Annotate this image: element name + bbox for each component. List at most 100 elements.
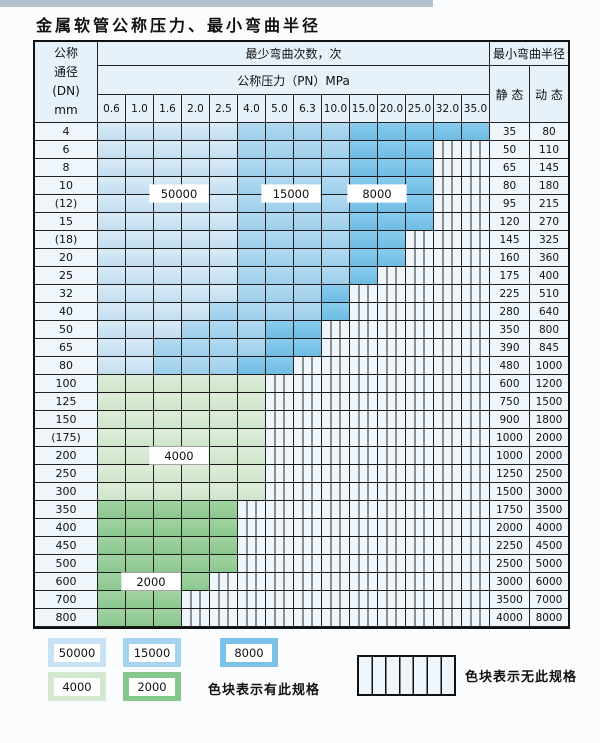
spec-cell-grade-8000 (350, 267, 378, 285)
spec-cell-grade-50000 (154, 321, 182, 339)
static-radius-value: 1000 (490, 447, 530, 465)
spec-cell-grade-15000 (238, 159, 266, 177)
pressure-column-25.0: 25.0 (406, 95, 434, 123)
legend-swatch-label: 4000 (54, 677, 100, 696)
spec-cell-grade-15000 (266, 267, 294, 285)
spec-cell-grade-15000 (182, 321, 210, 339)
spec-cell-grade-15000 (294, 231, 322, 249)
spec-cell-grade-50000 (210, 249, 238, 267)
spec-cell-grade-2000 (182, 519, 210, 537)
pressure-column-10.0: 10.0 (322, 95, 350, 123)
spec-cell-no-spec (350, 519, 378, 537)
spec-cell-grade-8000 (350, 123, 378, 141)
dn-label: 200 (35, 447, 98, 465)
dynamic-radius-value: 110 (530, 141, 568, 159)
dynamic-radius-value: 6000 (530, 573, 568, 591)
dn-label: 150 (35, 411, 98, 429)
spec-cell-grade-4000 (182, 375, 210, 393)
spec-cell-no-spec (434, 213, 462, 231)
spec-cell-no-spec (406, 303, 434, 321)
spec-cell-grade-15000 (238, 213, 266, 231)
spec-cell-no-spec (462, 501, 490, 519)
spec-cell-no-spec (462, 141, 490, 159)
spec-cell-no-spec (462, 285, 490, 303)
spec-cell-no-spec (350, 411, 378, 429)
spec-cell-grade-15000 (322, 213, 350, 231)
spec-cell-grade-8000 (378, 141, 406, 159)
spec-cell-grade-15000 (294, 303, 322, 321)
spec-cell-grade-50000 (98, 249, 126, 267)
spec-table: 公称 通径 (DN) mm 最少弯曲次数，次 最小弯曲半径 公称压力（PN）MPa 静… (33, 40, 570, 629)
spec-cell-grade-8000 (350, 159, 378, 177)
pressure-column-6.3: 6.3 (294, 95, 322, 123)
pressure-column-5.0: 5.0 (266, 95, 294, 123)
spec-cell-grade-15000 (266, 213, 294, 231)
spec-cell-grade-2000 (98, 555, 126, 573)
spec-cell-no-spec (378, 555, 406, 573)
spec-cell-no-spec (434, 573, 462, 591)
spec-cell-grade-4000 (210, 375, 238, 393)
spec-cell-no-spec (350, 393, 378, 411)
spec-cell-grade-50000 (210, 267, 238, 285)
static-header: 静 态 (490, 66, 530, 123)
spec-cell-no-spec (294, 357, 322, 375)
spec-cell-no-spec (462, 213, 490, 231)
spec-cell-no-spec (434, 501, 462, 519)
spec-cell-no-spec (266, 447, 294, 465)
legend: 50000 15000 8000 4000 2000 色块表示有此规格 色块表示… (48, 638, 578, 713)
spec-cell-no-spec (378, 357, 406, 375)
spec-cell-grade-50000 (210, 123, 238, 141)
spec-cell-no-spec (406, 447, 434, 465)
dynamic-radius-value: 7000 (530, 591, 568, 609)
spec-cell-grade-50000 (126, 213, 154, 231)
spec-cell-grade-2000 (98, 537, 126, 555)
spec-cell-grade-50000 (126, 267, 154, 285)
spec-cell-grade-15000 (322, 249, 350, 267)
spec-cell-grade-15000 (322, 231, 350, 249)
spec-cell-no-spec (266, 429, 294, 447)
dn-label: 25 (35, 267, 98, 285)
corner-header-dn: 公称 通径 (DN) mm (35, 42, 98, 123)
dynamic-radius-value: 80 (530, 123, 568, 141)
dn-label: 800 (35, 609, 98, 627)
static-radius-value: 1750 (490, 501, 530, 519)
spec-cell-grade-50000 (210, 177, 238, 195)
spec-cell-grade-8000 (406, 159, 434, 177)
spec-cell-grade-15000 (294, 159, 322, 177)
spec-cell-grade-2000 (126, 609, 154, 627)
spec-cell-grade-50000 (154, 285, 182, 303)
spec-cell-grade-50000 (210, 213, 238, 231)
grade-label-2000: 2000 (122, 573, 180, 590)
legend-swatch-2000: 2000 (123, 672, 181, 701)
spec-cell-no-spec (294, 483, 322, 501)
spec-cell-no-spec (350, 321, 378, 339)
spec-cell-grade-2000 (126, 501, 154, 519)
spec-cell-no-spec (266, 609, 294, 627)
spec-cell-no-spec (350, 339, 378, 357)
pressure-column-20.0: 20.0 (378, 95, 406, 123)
spec-cell-no-spec (238, 537, 266, 555)
spec-cell-grade-4000 (238, 411, 266, 429)
spec-cell-no-spec (294, 429, 322, 447)
static-radius-value: 1000 (490, 429, 530, 447)
spec-cell-grade-15000 (266, 141, 294, 159)
static-radius-value: 4000 (490, 609, 530, 627)
dynamic-radius-value: 5000 (530, 555, 568, 573)
spec-cell-grade-15000 (294, 123, 322, 141)
spec-cell-no-spec (378, 303, 406, 321)
static-radius-value: 3500 (490, 591, 530, 609)
spec-cell-grade-15000 (154, 339, 182, 357)
dynamic-radius-value: 2000 (530, 447, 568, 465)
static-radius-value: 145 (490, 231, 530, 249)
spec-cell-grade-2000 (154, 501, 182, 519)
dynamic-radius-value: 4000 (530, 519, 568, 537)
spec-cell-grade-50000 (98, 231, 126, 249)
spec-cell-grade-50000 (182, 231, 210, 249)
dn-label: 700 (35, 591, 98, 609)
spec-cell-grade-50000 (154, 303, 182, 321)
pressure-column-32.0: 32.0 (434, 95, 462, 123)
spec-cell-grade-2000 (154, 537, 182, 555)
spec-cell-grade-4000 (182, 411, 210, 429)
dynamic-radius-value: 8000 (530, 609, 568, 627)
static-radius-value: 95 (490, 195, 530, 213)
